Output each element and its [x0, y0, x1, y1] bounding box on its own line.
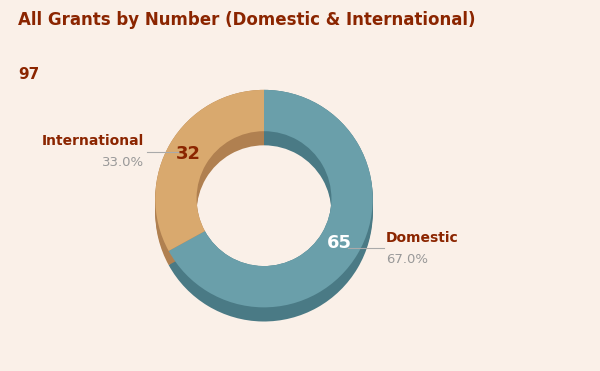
Wedge shape — [155, 96, 264, 257]
Wedge shape — [169, 90, 373, 307]
Text: 32: 32 — [176, 145, 200, 163]
Wedge shape — [169, 90, 373, 307]
Wedge shape — [155, 100, 264, 261]
Wedge shape — [155, 94, 264, 255]
Text: 97: 97 — [18, 67, 39, 82]
Text: All Grants by Number (Domestic & International): All Grants by Number (Domestic & Interna… — [18, 11, 476, 29]
Wedge shape — [169, 98, 373, 315]
Wedge shape — [155, 90, 264, 251]
Wedge shape — [169, 102, 373, 319]
Wedge shape — [169, 104, 373, 322]
Wedge shape — [155, 104, 264, 265]
Text: 67.0%: 67.0% — [386, 253, 428, 266]
Wedge shape — [169, 92, 373, 309]
Text: 33.0%: 33.0% — [102, 156, 145, 169]
Wedge shape — [169, 94, 373, 311]
Wedge shape — [155, 98, 264, 259]
Wedge shape — [155, 102, 264, 263]
Wedge shape — [169, 96, 373, 313]
Wedge shape — [169, 100, 373, 318]
Text: 65: 65 — [328, 234, 352, 253]
Wedge shape — [155, 92, 264, 253]
Text: Domestic: Domestic — [386, 231, 458, 244]
Wedge shape — [155, 90, 264, 251]
Text: International: International — [42, 134, 145, 148]
